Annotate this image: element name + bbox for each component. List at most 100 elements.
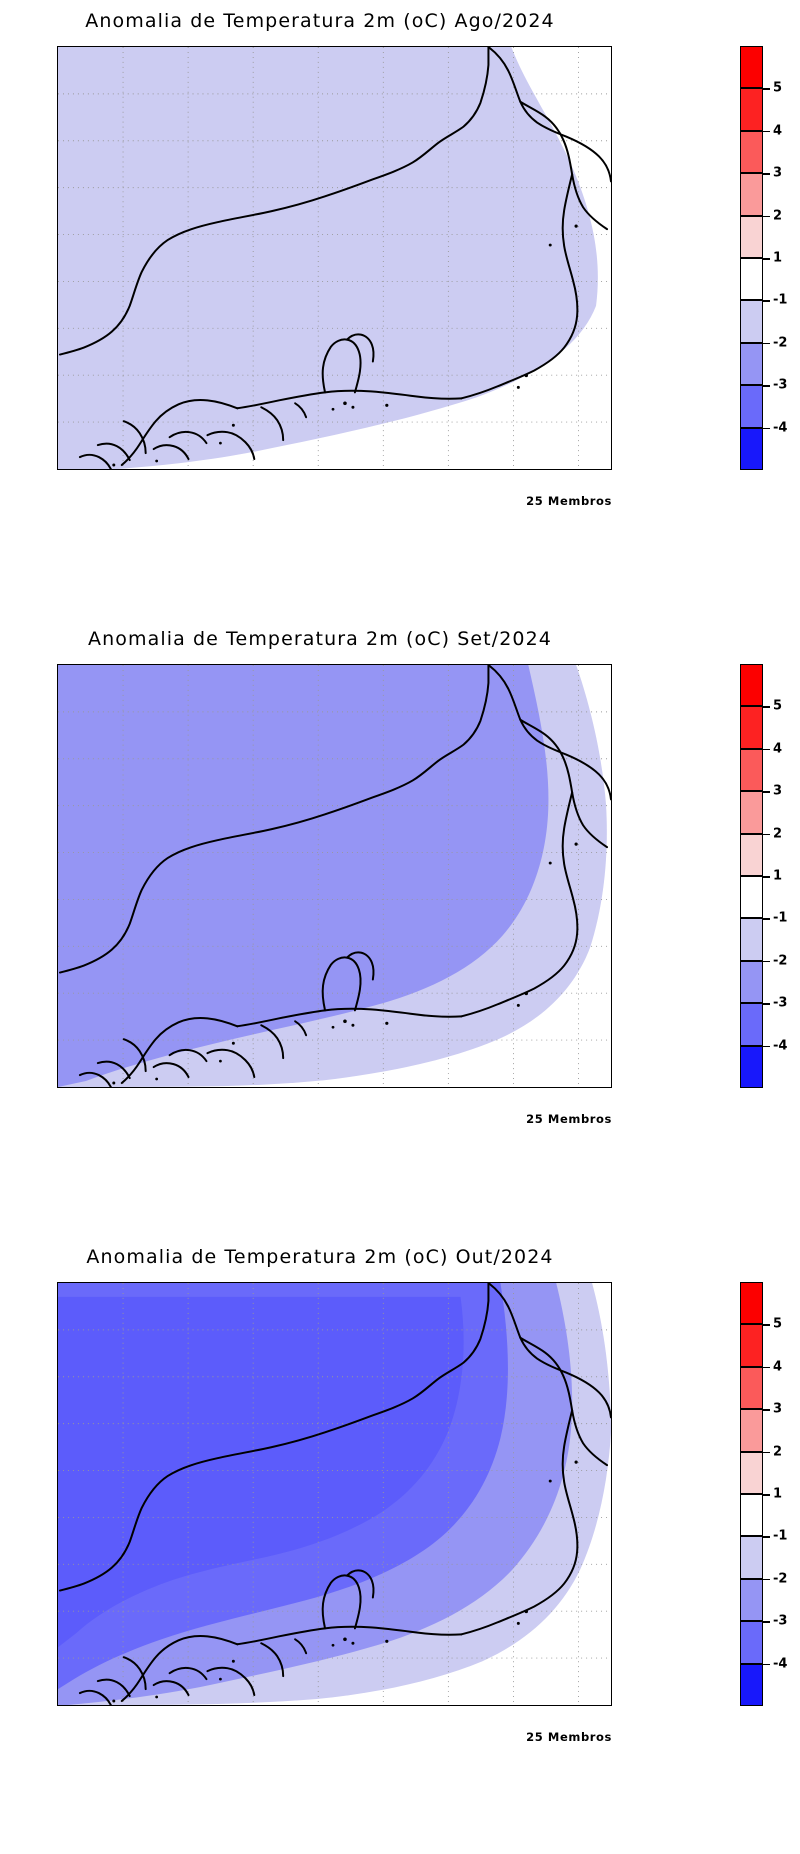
colorbar-label-5: -1 xyxy=(773,1528,788,1544)
colorbar-segment xyxy=(740,1324,763,1367)
colorbar-label-2: 3 xyxy=(773,1401,783,1417)
colorbar-tick xyxy=(763,1494,770,1496)
ytick-mark xyxy=(57,1705,58,1706)
xtick-mark xyxy=(57,1087,58,1088)
gridlines-set xyxy=(58,665,611,1087)
colorbar-segment xyxy=(740,1409,763,1452)
colorbar-tick xyxy=(763,876,770,878)
colorbar-tick xyxy=(763,791,770,793)
ytick-mark xyxy=(57,1041,58,1042)
colorbar-set: 5 4 3 2 1 -1 -2 -3 -4 xyxy=(740,664,787,1088)
panel-set: Anomalia de Temperatura 2m (oC) Set/2024 xyxy=(0,618,800,1236)
colorbar-tick xyxy=(763,960,770,963)
colorbar-label-4: 1 xyxy=(773,1486,783,1502)
ytick-mark xyxy=(57,423,58,424)
islands-ago xyxy=(112,224,578,467)
colorbar-tick xyxy=(763,918,770,920)
ytick-mark xyxy=(57,1424,58,1425)
colorbar-tick xyxy=(763,300,770,302)
colorbar-label-8: -4 xyxy=(773,1038,788,1054)
colorbar-label-7: -3 xyxy=(773,377,788,393)
colorbar-label-2: 3 xyxy=(773,783,783,799)
colorbar-label-7: -3 xyxy=(773,1613,788,1629)
ytick-mark xyxy=(57,140,58,141)
xtick-mark xyxy=(318,469,319,470)
coastline-ago xyxy=(58,47,611,469)
colorbar-segment xyxy=(740,1045,763,1088)
ytick-mark xyxy=(57,853,58,854)
colorbar-segment xyxy=(740,876,763,919)
colorbar-tick xyxy=(763,215,770,218)
xtick-mark xyxy=(188,1087,189,1088)
ytick-mark xyxy=(57,376,58,377)
colorbar-segment xyxy=(740,173,763,216)
colorbar-label-8: -4 xyxy=(773,420,788,436)
colorbar-segment xyxy=(740,300,763,343)
colorbar-tick xyxy=(763,1578,770,1581)
colorbar-tick xyxy=(763,1621,770,1623)
ytick-mark xyxy=(57,711,58,712)
xtick-mark xyxy=(449,469,450,470)
xtick-mark xyxy=(253,469,254,470)
colorbar-ago: 5 4 3 2 1 -1 -2 -3 -4 xyxy=(740,46,787,470)
islands-out xyxy=(112,1460,578,1703)
ytick-mark xyxy=(57,994,58,995)
ytick-mark xyxy=(57,1087,58,1088)
xtick-mark xyxy=(384,1087,385,1088)
colorbar-tick xyxy=(763,427,770,430)
colorbar-segment xyxy=(740,342,763,386)
colorbar-segment xyxy=(740,791,763,834)
xtick-mark xyxy=(253,1087,254,1088)
colorbar-tick xyxy=(763,258,770,260)
plot-area-set: 20.7S 21S 21.3S 21.6S 21.9S 22.2S 22.5S … xyxy=(57,664,612,1088)
ytick-mark xyxy=(57,469,58,470)
colorbar-segment xyxy=(740,1451,763,1494)
colorbar-label-0: 5 xyxy=(773,1316,783,1332)
xtick-mark xyxy=(514,469,515,470)
xtick-mark xyxy=(123,1087,124,1088)
panel-out: Anomalia de Temperatura 2m (oC) Out/2024 xyxy=(0,1236,800,1854)
contour-fill-set xyxy=(58,665,611,1087)
xtick-mark xyxy=(123,1705,124,1706)
colorbar-label-1: 4 xyxy=(773,1359,783,1375)
ytick-mark xyxy=(57,282,58,283)
ytick-mark xyxy=(57,806,58,807)
ytick-mark xyxy=(57,235,58,236)
contour-fill-out xyxy=(58,1283,611,1705)
colorbar-tick xyxy=(763,173,770,175)
colorbar-segment xyxy=(740,1366,763,1410)
colorbar-tick xyxy=(763,748,770,751)
ytick-mark xyxy=(57,1282,58,1283)
colorbar-label-7: -3 xyxy=(773,995,788,1011)
map-ago xyxy=(58,47,611,469)
colorbar-segment xyxy=(740,1663,763,1706)
colorbar-segment xyxy=(740,1282,763,1325)
panel-title-ago: Anomalia de Temperatura 2m (oC) Ago/2024 xyxy=(85,10,555,32)
colorbar-label-0: 5 xyxy=(773,80,783,96)
colorbar-segment xyxy=(740,833,763,876)
ytick-mark xyxy=(57,1471,58,1472)
plot-area-ago: 20.7S 21S 21.3S 21.6S 21.9S 22.2S 22.5S … xyxy=(57,46,612,470)
colorbar-label-3: 2 xyxy=(773,208,783,224)
colorbar-label-6: -2 xyxy=(773,1571,788,1587)
xtick-mark xyxy=(449,1087,450,1088)
ytick-mark xyxy=(57,329,58,330)
colorbar-tick xyxy=(763,88,770,90)
colorbar-tick xyxy=(763,342,770,345)
colorbar-label-3: 2 xyxy=(773,1444,783,1460)
colorbar-segment xyxy=(740,215,763,258)
colorbar-tick xyxy=(763,385,770,387)
colorbar-tick xyxy=(763,706,770,708)
colorbar-segment xyxy=(740,1578,763,1622)
map-set xyxy=(58,665,611,1087)
xtick-mark xyxy=(188,1705,189,1706)
gridlines-ago xyxy=(58,47,611,469)
colorbar-label-3: 2 xyxy=(773,826,783,842)
colorbar-label-0: 5 xyxy=(773,698,783,714)
colorbar-segment xyxy=(740,385,763,428)
ytick-mark xyxy=(57,1329,58,1330)
members-label-out: 25 Membros xyxy=(526,1730,612,1744)
plot-area-out: 20.7S 21S 21.3S 21.6S 21.9S 22.2S 22.5S … xyxy=(57,1282,612,1706)
colorbar-label-5: -1 xyxy=(773,292,788,308)
